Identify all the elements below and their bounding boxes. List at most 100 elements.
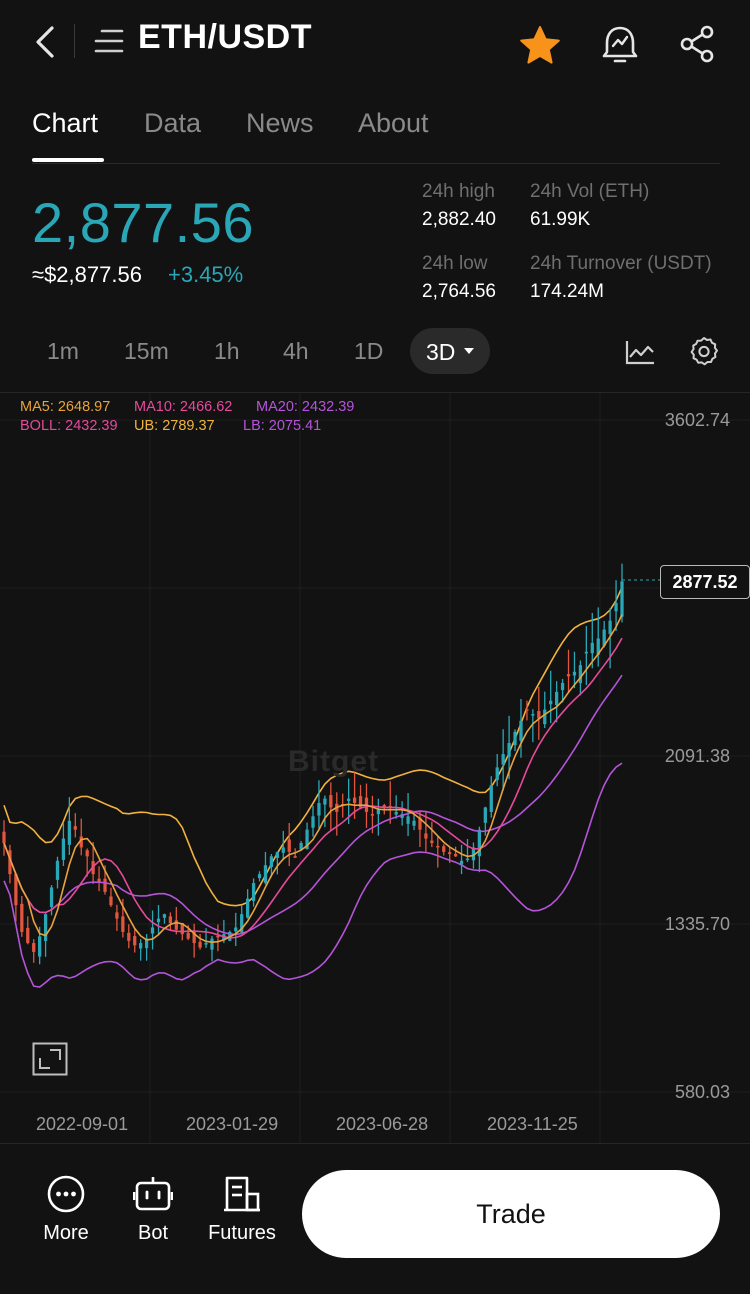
- tab-news[interactable]: News: [246, 108, 314, 138]
- candle-body: [150, 927, 155, 934]
- more-icon[interactable]: [46, 1174, 86, 1214]
- back-icon[interactable]: [28, 22, 64, 62]
- candle-body: [168, 916, 173, 924]
- candlestick-chart[interactable]: [0, 393, 750, 1143]
- stat-label-vol: 24h Vol (ETH): [530, 181, 650, 202]
- boll-upper-band: [3, 586, 623, 907]
- candle-body: [448, 852, 452, 855]
- ma5-line: [3, 614, 623, 944]
- star-icon[interactable]: [518, 24, 562, 66]
- tab-about[interactable]: About: [358, 108, 429, 138]
- candle-body: [257, 874, 262, 879]
- candle-body: [459, 860, 464, 865]
- price-alert-icon[interactable]: [598, 22, 642, 66]
- moving-averages: [3, 614, 623, 944]
- interval-selected[interactable]: [410, 328, 490, 374]
- candle-body: [590, 642, 594, 654]
- candle-body: [620, 581, 624, 617]
- candle-body: [323, 798, 327, 805]
- candle-body: [406, 816, 410, 824]
- candle-body: [347, 798, 351, 802]
- y-axis-label: 1335.70: [664, 914, 730, 934]
- nav-more-label[interactable]: More: [43, 1222, 89, 1244]
- candle-body: [471, 847, 476, 861]
- candle-body: [566, 674, 571, 677]
- menu-icon[interactable]: [92, 26, 126, 56]
- candle-body: [180, 923, 184, 935]
- fullscreen-icon[interactable]: [32, 1042, 68, 1076]
- interval-1h[interactable]: 1h: [214, 338, 240, 364]
- fiat-price: ≈$2,877.56: [32, 262, 142, 287]
- futures-icon[interactable]: [222, 1174, 262, 1214]
- share-icon[interactable]: [678, 24, 718, 64]
- pair-title[interactable]: ETH/USDT: [138, 18, 312, 56]
- interval-1d[interactable]: 1D: [354, 338, 384, 364]
- candle-body: [38, 936, 42, 957]
- candle-body: [602, 629, 606, 646]
- tab-chart[interactable]: Chart: [32, 108, 99, 138]
- candle-body: [73, 826, 77, 830]
- candle-body: [156, 918, 161, 923]
- candle-body: [121, 916, 125, 932]
- candle-body: [572, 671, 577, 676]
- candle-body: [2, 831, 6, 844]
- watermark: Bitget: [288, 745, 379, 778]
- candle-body: [311, 816, 315, 828]
- candle-body: [186, 932, 190, 939]
- candle-body: [281, 847, 285, 853]
- candle-body: [329, 795, 333, 808]
- candle-body: [489, 785, 493, 813]
- candle-body: [162, 914, 167, 918]
- candle-body: [55, 860, 60, 880]
- candle-body: [240, 914, 244, 933]
- candle-body: [133, 936, 137, 946]
- price-change: +3.45%: [168, 262, 244, 287]
- candle-body: [578, 665, 583, 684]
- candle-body: [269, 856, 274, 867]
- y-axis-label: 580.03: [674, 1082, 730, 1102]
- candle-body: [210, 938, 214, 950]
- candle-body: [144, 938, 149, 949]
- candle-body: [174, 920, 178, 930]
- candle-body: [216, 935, 220, 938]
- interval-selected-label: 3D: [426, 339, 456, 365]
- candle-body: [436, 845, 440, 848]
- stat-value-vol: 61.99K: [530, 209, 591, 230]
- bottom-bar-divider: [0, 1143, 750, 1144]
- candle-body: [299, 843, 303, 850]
- stat-label-high: 24h high: [422, 181, 495, 202]
- nav-futures-label[interactable]: Futures: [208, 1222, 276, 1244]
- nav-bot-label[interactable]: Bot: [137, 1222, 169, 1244]
- candle-body: [103, 878, 107, 892]
- candle-body: [287, 839, 291, 852]
- candle-body: [412, 820, 416, 826]
- candle-body: [20, 903, 24, 932]
- tab-data[interactable]: Data: [144, 108, 202, 138]
- settings-gear-icon[interactable]: [688, 336, 720, 368]
- candle-body: [608, 620, 612, 634]
- interval-4h[interactable]: 4h: [283, 338, 309, 364]
- candle-body: [263, 865, 268, 883]
- interval-1m[interactable]: 1m: [47, 338, 79, 364]
- interval-15m[interactable]: 15m: [124, 338, 169, 364]
- candle-body: [549, 700, 553, 705]
- chart-grid: [0, 393, 750, 1143]
- x-axis-label: 2022-09-01: [36, 1114, 129, 1134]
- legend-ub: UB: 2789.37: [134, 418, 215, 434]
- candle-body: [519, 720, 523, 741]
- x-axis-label: 2023-01-29: [186, 1114, 279, 1134]
- bot-icon[interactable]: [133, 1174, 173, 1214]
- candle-body: [85, 850, 89, 857]
- candle-body: [192, 931, 196, 944]
- stat-label-low: 24h low: [422, 253, 488, 274]
- ma20-line: [3, 674, 623, 936]
- candle-body: [234, 927, 238, 932]
- candle-body: [246, 898, 250, 918]
- candle-body: [8, 850, 12, 875]
- candle-body: [251, 883, 256, 901]
- candle-body: [43, 914, 48, 941]
- candle-body: [584, 651, 588, 654]
- trade-button[interactable]: Trade: [302, 1170, 720, 1258]
- candle-body: [483, 807, 487, 823]
- line-chart-icon[interactable]: [624, 338, 656, 366]
